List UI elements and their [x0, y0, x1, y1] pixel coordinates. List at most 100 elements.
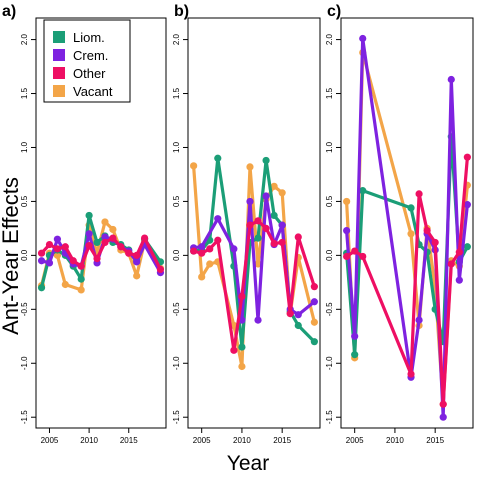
legend-swatch — [53, 85, 65, 97]
data-point — [359, 34, 367, 43]
data-point — [294, 321, 302, 330]
data-point — [431, 238, 439, 247]
y-tick-label: 0.5 — [172, 195, 181, 207]
data-point — [407, 370, 415, 378]
data-point — [463, 243, 471, 251]
x-tick-label: 2005 — [41, 436, 59, 445]
data-point — [278, 189, 286, 197]
series-liom — [343, 133, 471, 359]
y-tick-label: 2.0 — [172, 33, 181, 45]
data-point — [351, 247, 359, 255]
data-point — [133, 251, 141, 259]
x-tick-label: 2015 — [426, 436, 444, 445]
data-point — [156, 265, 165, 273]
y-tick-label: -1.0 — [325, 356, 334, 370]
data-point — [254, 217, 262, 225]
data-point — [214, 236, 222, 244]
y-tick-label: 0.5 — [20, 195, 29, 207]
series-other — [190, 217, 318, 354]
data-point — [262, 224, 270, 232]
data-point — [85, 211, 93, 220]
series-other — [37, 234, 165, 273]
data-point — [85, 242, 93, 250]
y-tick-label: 1.0 — [20, 141, 29, 153]
data-point — [310, 318, 318, 326]
y-tick-label: -1.5 — [325, 410, 334, 424]
y-tick-label: 0.0 — [20, 249, 29, 261]
data-point — [77, 262, 85, 270]
panel-label: c) — [327, 3, 341, 20]
panel-frame — [187, 17, 321, 429]
data-point — [439, 413, 447, 421]
y-tick-label: -0.5 — [172, 302, 181, 316]
data-point — [415, 316, 423, 324]
data-point — [463, 153, 471, 161]
data-point — [351, 332, 359, 340]
y-tick-label: 1.0 — [172, 141, 181, 153]
data-point — [198, 249, 206, 257]
data-point — [198, 273, 206, 281]
data-point — [407, 230, 415, 238]
data-point — [238, 343, 246, 351]
data-point — [343, 197, 351, 206]
data-point — [294, 311, 302, 319]
x-tick-label: 2010 — [386, 436, 404, 445]
panel-2: b) -1.5 -1.0 -0.5 0.0 0.5 1.0 1.5 2.0 2005 2010 201… — [172, 3, 321, 445]
data-point — [93, 255, 101, 263]
data-point — [246, 221, 254, 229]
data-point — [270, 239, 278, 248]
data-point — [206, 260, 214, 268]
panel-3: c) -1.5 -1.0 -0.5 0.0 0.5 1.0 1.5 2.0 2005 2010 201… — [325, 3, 474, 445]
data-point — [77, 275, 85, 283]
data-point — [310, 298, 318, 306]
panel-frame — [340, 17, 474, 429]
x-tick-label: 2015 — [273, 436, 291, 445]
legend-swatch — [53, 49, 65, 61]
data-point — [45, 259, 54, 267]
data-point — [294, 233, 302, 241]
data-point — [61, 243, 69, 251]
data-point — [133, 258, 141, 266]
data-point — [455, 276, 463, 284]
data-point — [270, 211, 278, 220]
panel-label: a) — [2, 3, 16, 20]
data-point — [238, 362, 246, 371]
data-point — [37, 249, 46, 257]
data-point — [278, 221, 286, 229]
data-point — [190, 247, 198, 255]
data-point — [359, 187, 367, 195]
y-tick-label: 0.0 — [172, 249, 181, 261]
data-point — [190, 162, 198, 170]
data-point — [407, 204, 415, 212]
data-point — [254, 234, 262, 242]
y-tick-label: -1.0 — [20, 356, 29, 370]
data-point — [447, 260, 455, 268]
data-point — [343, 226, 351, 235]
data-point — [214, 154, 222, 162]
data-point — [463, 201, 471, 209]
data-point — [310, 338, 318, 346]
x-axis-label: Year — [227, 452, 269, 475]
x-tick-label: 2015 — [120, 436, 138, 445]
data-point — [254, 260, 262, 268]
data-point — [230, 346, 238, 354]
x-tick-label: 2010 — [233, 436, 251, 445]
y-tick-label: 0.0 — [325, 249, 334, 261]
data-point — [246, 197, 254, 206]
data-point — [415, 190, 423, 198]
data-point — [101, 238, 109, 247]
y-tick-label: -1.5 — [20, 410, 29, 424]
data-point — [109, 234, 117, 242]
data-point — [286, 310, 294, 318]
y-tick-label: -1.5 — [172, 410, 181, 424]
y-tick-label: 0.5 — [325, 195, 334, 207]
legend-swatch — [53, 67, 65, 79]
data-point — [109, 225, 117, 234]
y-tick-label: 2.0 — [325, 33, 334, 45]
legend-label: Vacant — [73, 84, 113, 99]
data-point — [270, 182, 278, 190]
y-tick-label: -0.5 — [325, 302, 334, 316]
data-point — [447, 75, 455, 84]
legend-label: Other — [73, 66, 106, 81]
